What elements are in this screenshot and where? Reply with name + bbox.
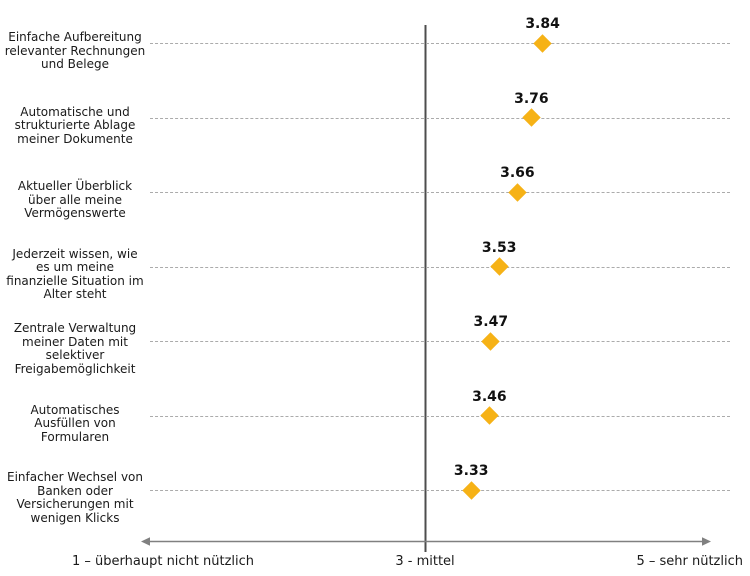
row-gridline (150, 341, 730, 342)
category-label: Aktueller Überblick über alle meine Verm… (17, 178, 133, 220)
row-gridline (150, 192, 730, 193)
data-value-label: 3.46 (472, 388, 507, 405)
row-gridline (150, 415, 730, 417)
axis-arrow-right-icon (702, 537, 711, 546)
category-label: Einfacher Wechsel von Banken oder Versic… (6, 470, 143, 525)
data-value-label: 3.53 (481, 239, 517, 256)
category-label: Einfache Aufbereitung relevanter Rechnun… (4, 29, 146, 71)
data-value-label: 3.84 (525, 16, 560, 32)
row-gridline (150, 490, 730, 491)
row-gridline (150, 266, 730, 268)
diamond-marker (489, 257, 509, 276)
category-label: Automatisches Ausfüllen von Formularen (30, 402, 120, 444)
diamond-marker (461, 480, 481, 500)
data-value-label: 3.76 (514, 90, 549, 107)
category-label: Zentrale Verwaltung meiner Daten mit sel… (13, 321, 137, 376)
diamond-marker (481, 331, 500, 351)
category-label: Automatische und strukturierte Ablage me… (14, 104, 136, 146)
diamond-marker (480, 406, 499, 425)
row-gridline (150, 117, 730, 119)
data-value-label: 3.66 (500, 165, 535, 181)
data-value-label: 3.47 (473, 314, 509, 330)
diamond-marker (508, 182, 527, 202)
x-axis-label-5: 5 – sehr nützlich (636, 554, 743, 569)
x-axis-label-1: 1 – überhaupt nicht nützlich (72, 554, 255, 569)
axis-arrow-left-icon (141, 537, 150, 546)
x-axis-label-3: 3 - mittel (395, 554, 455, 569)
x-axis-labels: 1 – überhaupt nicht nützlich 3 - mittel … (0, 554, 750, 574)
data-value-label: 3.33 (453, 463, 489, 479)
row-gridline (150, 43, 730, 44)
diamond-marker (522, 108, 541, 127)
category-label: Jederzeit wissen, wie es um meine finanz… (6, 246, 144, 301)
diamond-marker (533, 33, 552, 53)
